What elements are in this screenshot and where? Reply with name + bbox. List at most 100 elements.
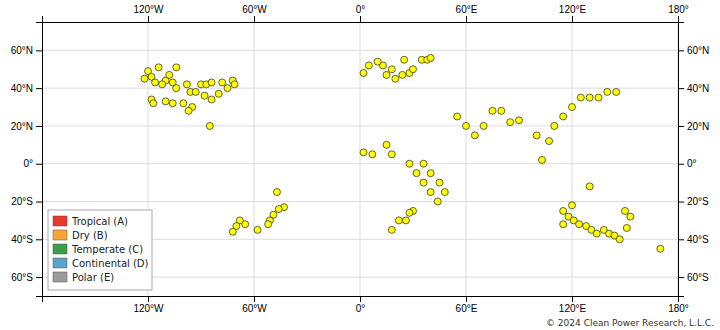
tick-mark (360, 16, 361, 22)
site-point (388, 66, 395, 73)
site-point (586, 94, 593, 101)
legend-swatch (53, 272, 67, 282)
tick-mark (36, 164, 42, 165)
tick-mark (36, 202, 42, 203)
tick-mark (678, 277, 684, 278)
tick-label: 120°W (133, 4, 164, 15)
axis-line (679, 23, 685, 297)
site-point (560, 113, 567, 120)
tick-label: 60°N (11, 45, 33, 56)
site-point (463, 122, 470, 129)
tick-label: 60°W (242, 303, 267, 314)
tick-mark (678, 88, 684, 89)
grid-line (466, 22, 467, 296)
site-point (231, 81, 238, 88)
tick: 40°N (11, 83, 42, 94)
tick-mark (678, 50, 684, 51)
tick: 120°E (559, 4, 587, 22)
tick-mark (678, 126, 684, 127)
site-point (275, 206, 282, 213)
site-point (369, 151, 376, 158)
grid-line (254, 22, 255, 296)
tick: 180° (668, 296, 689, 314)
tick-label: 40°S (11, 234, 33, 245)
tick: 60°N (678, 45, 709, 56)
site-point (471, 132, 478, 139)
tick-label: 120°E (559, 4, 587, 15)
site-point (613, 88, 620, 95)
tick-mark (678, 239, 684, 240)
tick-mark (254, 296, 255, 302)
site-point (265, 221, 272, 228)
tick-mark (678, 202, 684, 203)
grid-line (42, 88, 678, 89)
site-point (360, 149, 367, 156)
plot: 120°W60°W0°60°E120°E180°120°W60°W0°60°E1… (11, 4, 710, 314)
site-point (516, 117, 523, 124)
tick-label: 120°E (559, 303, 587, 314)
tick: 120°W (133, 4, 164, 22)
site-point (162, 98, 169, 105)
site-point (406, 209, 413, 216)
tick-mark (572, 16, 573, 22)
copyright: © 2024 Clean Power Research, L.L.C. (546, 318, 714, 328)
site-point (507, 119, 514, 126)
site-point (224, 85, 231, 92)
site-point (401, 56, 408, 63)
site-point (480, 122, 487, 129)
site-point (173, 64, 180, 71)
points (141, 54, 664, 252)
tick: 0° (356, 296, 366, 314)
site-point (374, 58, 381, 65)
tick-label: 60°S (11, 272, 33, 283)
tick-label: 40°N (687, 83, 709, 94)
grid-line (42, 125, 678, 126)
chart: 120°W60°W0°60°E120°E180°120°W60°W0°60°E1… (0, 0, 720, 330)
site-point (489, 107, 496, 114)
tick-mark (36, 50, 42, 51)
tick-mark (678, 16, 679, 22)
tick-label: 20°S (11, 196, 33, 207)
tick-label: 60°S (687, 272, 709, 283)
site-point (420, 160, 427, 167)
site-point (388, 226, 395, 233)
legend-item: Dry (B) (53, 230, 108, 241)
tick-mark (148, 296, 149, 302)
tick-label: 0° (356, 303, 366, 314)
tick: 40°N (678, 83, 709, 94)
site-point (427, 170, 434, 177)
axis: 120°W60°W0°60°E120°E180° (43, 296, 689, 314)
legend-swatch (53, 230, 67, 240)
tick-label: 180° (668, 4, 689, 15)
site-point (215, 90, 222, 97)
site-point (627, 213, 634, 220)
axis: 60°S40°S20°S0°20°N40°N60°N (11, 23, 43, 297)
tick-label: 180° (668, 303, 689, 314)
tick-label: 40°S (687, 234, 709, 245)
site-point (159, 81, 166, 88)
axis: 120°W60°W0°60°E120°E180° (43, 4, 689, 23)
tick: 60°N (11, 45, 42, 56)
site-point (383, 141, 390, 148)
tick-label: 0° (356, 4, 366, 15)
site-point (434, 198, 441, 205)
site-point (360, 70, 367, 77)
tick: 20°N (678, 121, 709, 132)
grid-line (42, 201, 678, 202)
site-point (273, 189, 280, 196)
site-point (454, 113, 461, 120)
tick-mark (36, 239, 42, 240)
site-point (577, 94, 584, 101)
tick: 20°S (678, 196, 709, 207)
tick: 40°S (678, 234, 709, 245)
site-point (546, 138, 553, 145)
site-point (388, 151, 395, 158)
tick-label: 0° (687, 158, 697, 169)
legend-swatch (53, 258, 67, 268)
site-point (533, 132, 540, 139)
legend-item: Temperate (C) (53, 244, 143, 255)
site-point (395, 217, 402, 224)
tick-mark (254, 16, 255, 22)
site-point (576, 221, 583, 228)
site-point (498, 107, 505, 114)
